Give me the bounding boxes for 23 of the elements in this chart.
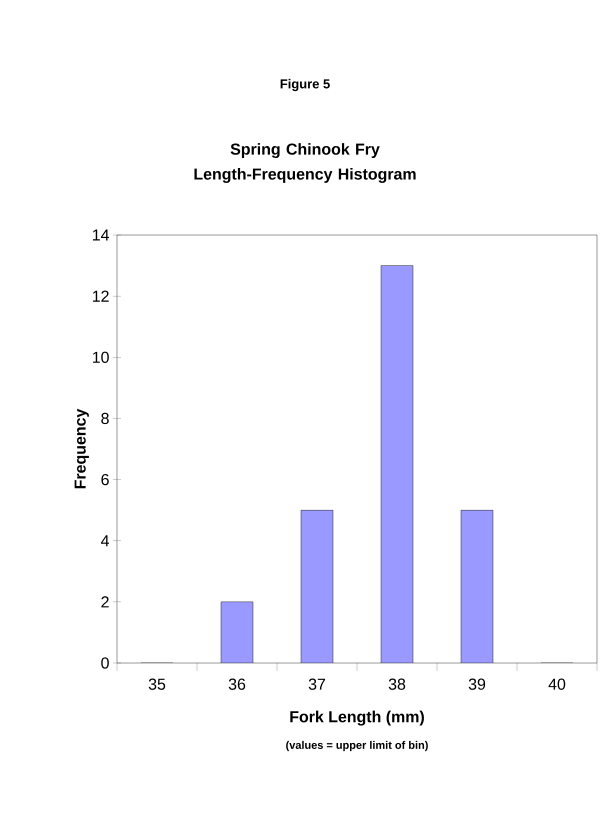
x-tick-label: 37 <box>308 678 326 690</box>
y-axis-title: Frequency <box>74 408 89 488</box>
x-axis-title: Fork Length (mm) <box>290 710 424 726</box>
bar <box>380 265 414 664</box>
y-tick-label: 2 <box>101 596 109 608</box>
y-tick-label: 12 <box>92 290 109 302</box>
x-tick-label: 36 <box>228 678 246 690</box>
x-tick-label: 40 <box>548 678 566 690</box>
chart-title: Figure 5 <box>280 78 330 92</box>
y-tick-label: 14 <box>92 230 110 240</box>
chart-subtitle: Spring Chinook Fry Length-Frequency Histogram <box>194 143 416 183</box>
x-tick-label: 38 <box>388 678 406 690</box>
y-tick-label: 8 <box>101 412 109 424</box>
text: (values = upper limit of bin) <box>286 740 428 752</box>
y-tick-label: 4 <box>100 535 110 546</box>
bar <box>300 510 334 664</box>
y-tick-label: 0 <box>101 657 109 669</box>
y-tick-label: 10 <box>92 352 109 363</box>
bar <box>220 602 254 664</box>
x-tick-label: 35 <box>148 678 166 690</box>
y-tick-label: 6 <box>101 474 109 486</box>
bar <box>460 510 494 664</box>
x-tick-label: 39 <box>468 678 486 690</box>
